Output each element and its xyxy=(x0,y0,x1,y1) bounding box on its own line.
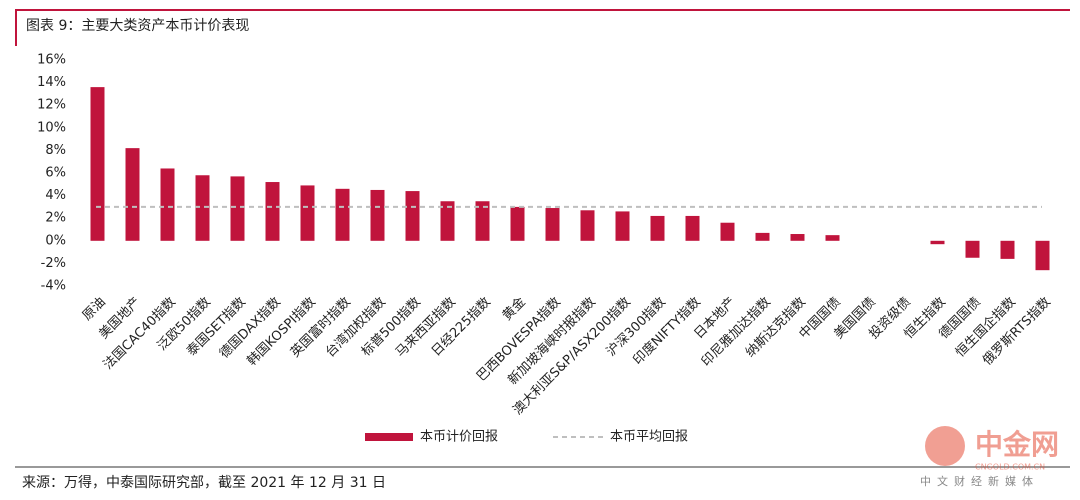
y-tick-label: 10% xyxy=(37,120,66,135)
bar xyxy=(510,206,525,241)
y-tick-label: 6% xyxy=(45,166,66,181)
bar xyxy=(195,175,210,241)
bar xyxy=(230,176,245,241)
y-tick-label: 2% xyxy=(45,211,66,226)
watermark-logo xyxy=(925,426,965,466)
bar xyxy=(90,87,105,241)
x-tick-label: 恒生国企指数 xyxy=(952,294,1018,360)
x-tick-label: 台湾加权指数 xyxy=(322,294,388,360)
x-tick-label: 英国富时指数 xyxy=(287,294,353,360)
x-tick-label: 原油 xyxy=(80,295,109,324)
bar xyxy=(580,210,595,241)
bar xyxy=(160,168,175,241)
y-tick-label: -4% xyxy=(41,279,66,294)
source-note: 来源：万得，中泰国际研究部，截至 2021 年 12 月 31 日 xyxy=(22,474,386,491)
y-tick-label: 8% xyxy=(45,143,66,158)
bar xyxy=(475,201,490,241)
bar xyxy=(685,215,700,241)
bar xyxy=(370,189,385,241)
y-tick-label: 4% xyxy=(45,188,66,203)
bar xyxy=(545,208,560,241)
bar xyxy=(265,182,280,241)
x-tick-label: 黄金 xyxy=(499,294,529,324)
y-tick-label: 0% xyxy=(45,233,66,248)
watermark: 中金网 xyxy=(975,428,1059,461)
bar xyxy=(440,201,455,241)
bar xyxy=(790,234,805,241)
chart-title: 图表 9：主要大类资产本币计价表现 xyxy=(26,18,249,34)
y-tick-label: 16% xyxy=(37,53,66,68)
y-tick-label: -2% xyxy=(41,256,66,271)
bar xyxy=(125,148,140,241)
bar xyxy=(405,191,420,241)
bar xyxy=(1000,240,1015,259)
legend-label: 本币计价回报 xyxy=(420,430,498,445)
bar xyxy=(720,222,735,241)
y-tick-label: 14% xyxy=(37,75,66,90)
bar xyxy=(335,188,350,241)
bar xyxy=(650,215,665,241)
bar xyxy=(930,240,945,245)
watermark: CNGOLD.COM.CN xyxy=(975,463,1045,472)
bar xyxy=(300,185,315,241)
legend-label: 本币平均回报 xyxy=(610,430,688,445)
y-tick-label: 12% xyxy=(37,98,66,113)
bar xyxy=(825,235,840,241)
bar xyxy=(965,240,980,258)
bar xyxy=(615,211,630,241)
legend-swatch xyxy=(365,433,413,441)
bar xyxy=(1035,240,1050,271)
watermark: 中文财经新媒体 xyxy=(920,474,1039,488)
bar xyxy=(755,232,770,241)
